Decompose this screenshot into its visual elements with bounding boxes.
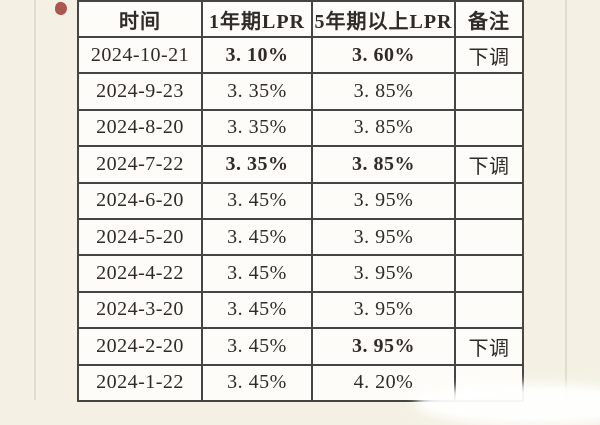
date-cell: 2024-10-21 [77, 35, 203, 75]
lpr5-cell: 3. 85% [311, 108, 456, 148]
note-cell [454, 108, 524, 148]
date-cell: 2024-4-22 [77, 254, 203, 293]
table-row: 2024-4-22 3. 45% 3. 95% [77, 254, 524, 293]
table-row: 2024-7-22 3. 35% 3. 85% 下调 [77, 145, 524, 184]
lpr5-cell: 3. 85% [311, 145, 456, 184]
date-cell: 2024-6-20 [77, 181, 203, 220]
date-cell: 2024-2-20 [77, 327, 203, 366]
date-cell: 2024-8-20 [77, 108, 203, 148]
table-row: 2024-6-20 3. 45% 3. 95% [77, 181, 524, 220]
table-row: 2024-1-22 3. 45% 4. 20% [77, 363, 524, 402]
lpr1-cell: 3. 45% [201, 181, 313, 220]
lpr5-cell: 3. 95% [311, 181, 456, 220]
white-highlight-blob [415, 383, 600, 425]
note-cell [454, 290, 524, 330]
note-cell: 下调 [454, 35, 524, 75]
header-lpr1: 1年期LPR [201, 0, 313, 38]
lpr1-cell: 3. 45% [201, 327, 313, 366]
header-time: 时间 [77, 0, 203, 38]
lpr5-cell: 3. 85% [311, 72, 456, 111]
note-cell: 下调 [454, 327, 524, 366]
note-cell [454, 254, 524, 293]
date-cell: 2024-9-23 [77, 72, 203, 111]
table-row: 2024-3-20 3. 45% 3. 95% [77, 290, 524, 330]
header-note: 备注 [454, 0, 524, 38]
table-row: 2024-8-20 3. 35% 3. 85% [77, 108, 524, 148]
note-cell [454, 181, 524, 220]
red-corner-mark [53, 0, 69, 17]
lpr5-cell: 3. 95% [311, 290, 456, 330]
lpr5-cell: 3. 95% [311, 254, 456, 293]
table-row: 2024-10-21 3. 10% 3. 60% 下调 [77, 35, 524, 75]
table-row: 2024-2-20 3. 45% 3. 95% 下调 [77, 327, 524, 366]
background-vertical-line-right [565, 0, 567, 400]
lpr5-cell: 3. 95% [311, 327, 456, 366]
lpr1-cell: 3. 45% [201, 290, 313, 330]
header-lpr5: 5年期以上LPR [311, 0, 456, 38]
lpr-rate-table: 时间 1年期LPR 5年期以上LPR 备注 2024-10-21 3. 10% … [77, 0, 524, 402]
lpr1-cell: 3. 35% [201, 145, 313, 184]
background-vertical-line-left [34, 0, 36, 400]
lpr1-cell: 3. 10% [201, 35, 313, 75]
table-header-row: 时间 1年期LPR 5年期以上LPR 备注 [77, 0, 524, 38]
date-cell: 2024-1-22 [77, 363, 203, 402]
date-cell: 2024-7-22 [77, 145, 203, 184]
date-cell: 2024-3-20 [77, 290, 203, 330]
lpr5-cell: 3. 60% [311, 35, 456, 75]
lpr1-cell: 3. 35% [201, 108, 313, 148]
lpr1-cell: 3. 45% [201, 254, 313, 293]
lpr5-cell: 3. 95% [311, 217, 456, 257]
note-cell [454, 72, 524, 111]
lpr1-cell: 3. 45% [201, 217, 313, 257]
note-cell: 下调 [454, 145, 524, 184]
lpr1-cell: 3. 35% [201, 72, 313, 111]
note-cell [454, 217, 524, 257]
lpr1-cell: 3. 45% [201, 363, 313, 402]
table-row: 2024-5-20 3. 45% 3. 95% [77, 217, 524, 257]
date-cell: 2024-5-20 [77, 217, 203, 257]
table-row: 2024-9-23 3. 35% 3. 85% [77, 72, 524, 111]
